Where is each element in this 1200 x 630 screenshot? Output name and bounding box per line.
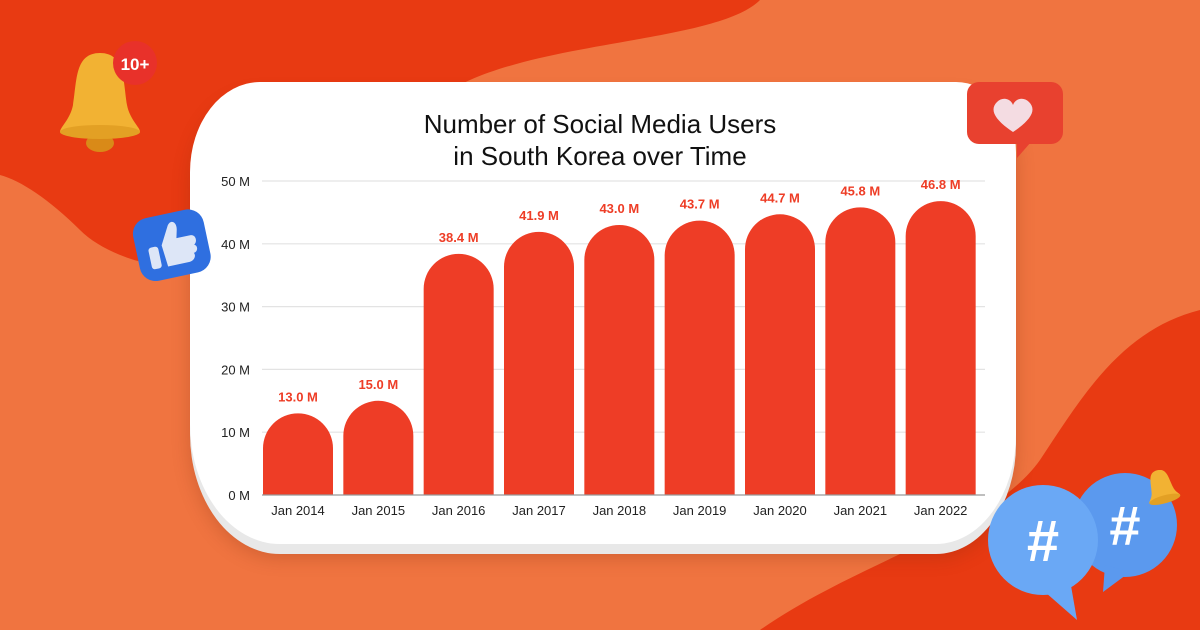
bar [263, 413, 333, 495]
bar [343, 400, 414, 495]
bar [664, 220, 735, 495]
data-label: 43.7 M [680, 197, 720, 212]
y-tick-label: 0 M [228, 488, 250, 503]
data-label: 38.4 M [439, 230, 479, 245]
y-tick-label: 30 M [221, 300, 250, 315]
y-tick-label: 40 M [221, 237, 250, 252]
x-tick-label: Jan 2021 [834, 503, 888, 518]
y-tick-label: 50 M [221, 174, 250, 189]
data-label: 43.0 M [599, 201, 639, 216]
data-label: 41.9 M [519, 208, 559, 223]
heart-icon [967, 82, 1063, 158]
x-tick-label: Jan 2020 [753, 503, 807, 518]
svg-text:#: # [1109, 494, 1140, 557]
x-tick-label: Jan 2022 [914, 503, 968, 518]
x-tick-label: Jan 2015 [352, 503, 406, 518]
data-label: 15.0 M [358, 377, 398, 392]
hashtag-icon: # [988, 485, 1098, 620]
chart-title: Number of Social Media Users in South Ko… [300, 108, 900, 172]
x-tick-label: Jan 2017 [512, 503, 566, 518]
data-label: 13.0 M [278, 389, 318, 404]
bar [584, 224, 655, 495]
bar [825, 207, 896, 495]
x-tick-label: Jan 2016 [432, 503, 486, 518]
bar [423, 253, 494, 495]
data-label: 44.7 M [760, 190, 800, 205]
y-tick-label: 20 M [221, 362, 250, 377]
x-tick-label: Jan 2018 [593, 503, 647, 518]
hashtag-bubbles: # # [988, 470, 1181, 620]
x-tick-label: Jan 2014 [271, 503, 325, 518]
bar [504, 231, 574, 495]
bar [745, 214, 815, 495]
bell-icon: 10+ [60, 41, 157, 152]
chart-title-line-1: Number of Social Media Users [423, 109, 777, 139]
data-label: 45.8 M [840, 183, 880, 198]
notification-badge-count: 10+ [121, 55, 150, 74]
y-tick-label: 10 M [221, 425, 250, 440]
small-bell-icon [1149, 470, 1181, 505]
svg-text:#: # [1027, 509, 1059, 574]
notification-badge [113, 41, 157, 85]
chart-title-line-2: in South Korea over Time [453, 141, 747, 171]
x-tick-label: Jan 2019 [673, 503, 727, 518]
data-label: 46.8 M [921, 177, 961, 192]
bar [905, 201, 976, 495]
thumbs-up-icon [132, 209, 211, 282]
